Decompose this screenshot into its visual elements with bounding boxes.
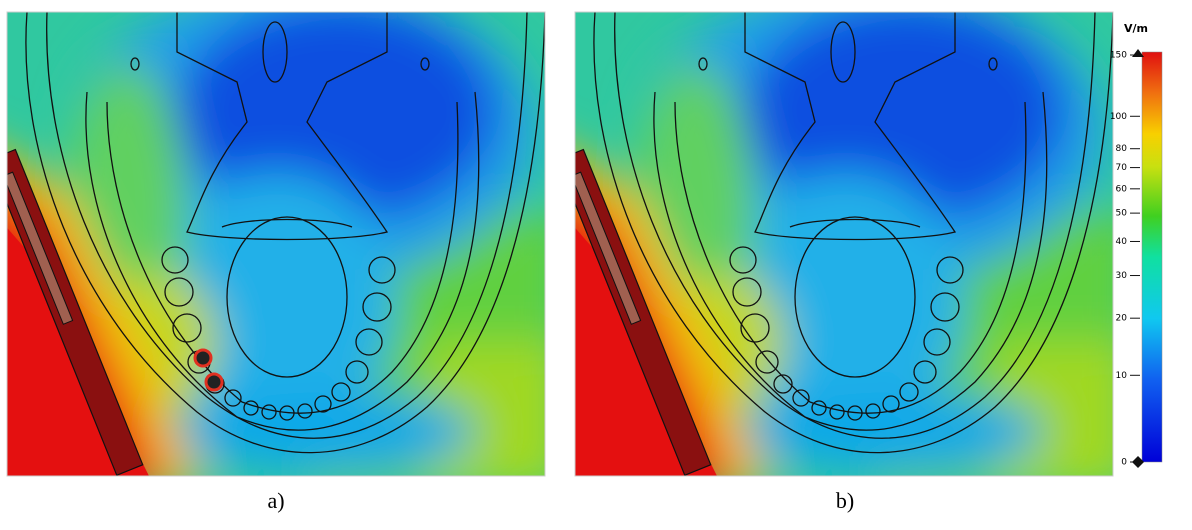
- field-map-a: [0, 0, 567, 492]
- tick-label: 80: [1116, 144, 1128, 154]
- tick-label: 20: [1116, 314, 1128, 324]
- tick-label: 40: [1116, 237, 1128, 247]
- tick-label: 150: [1110, 51, 1127, 61]
- tick-label: 0: [1121, 458, 1127, 468]
- tick-label: 50: [1116, 209, 1128, 219]
- colorbar-unit: V/m: [1124, 22, 1148, 35]
- tick-label: 60: [1116, 184, 1128, 194]
- panel-label: a): [267, 488, 284, 513]
- tick-label: 10: [1116, 371, 1128, 381]
- field-map-b: [535, 0, 1135, 492]
- tick-label: 30: [1116, 271, 1128, 281]
- tick-label: 70: [1116, 163, 1128, 173]
- panel-label: b): [836, 488, 854, 513]
- tick-label: 100: [1110, 112, 1127, 122]
- colorbar-gradient: [1141, 51, 1163, 463]
